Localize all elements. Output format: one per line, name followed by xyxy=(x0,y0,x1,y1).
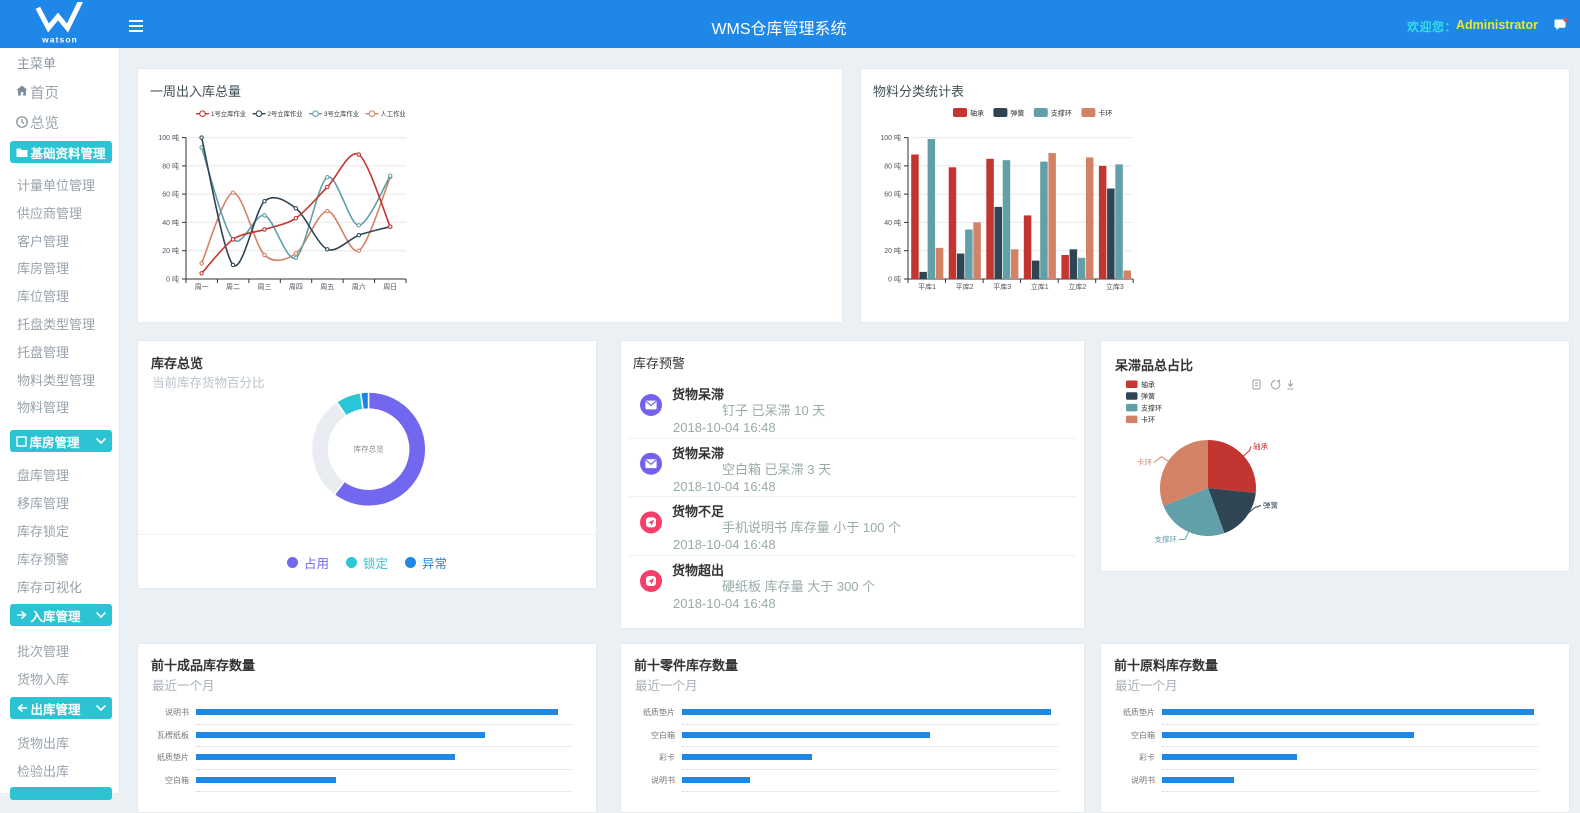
svg-text:100 吨: 100 吨 xyxy=(880,133,901,142)
svg-text:立库3: 立库3 xyxy=(1106,282,1124,291)
svg-text:平库1: 平库1 xyxy=(918,282,936,291)
svg-text:卡环: 卡环 xyxy=(1141,415,1155,424)
svg-text:80 吨: 80 吨 xyxy=(884,161,901,170)
svg-text:人工作业: 人工作业 xyxy=(381,109,406,118)
svg-text:卡环: 卡环 xyxy=(1137,457,1153,467)
svg-text:轴承: 轴承 xyxy=(1253,441,1269,451)
svg-text:60 吨: 60 吨 xyxy=(162,190,179,199)
svg-text:40 吨: 40 吨 xyxy=(162,218,179,227)
svg-text:平库3: 平库3 xyxy=(993,282,1011,291)
svg-text:周三: 周三 xyxy=(258,283,272,291)
svg-text:弹簧: 弹簧 xyxy=(1010,109,1024,118)
svg-text:20 吨: 20 吨 xyxy=(162,246,179,255)
svg-text:60 吨: 60 吨 xyxy=(884,190,901,199)
svg-text:2号立库作业: 2号立库作业 xyxy=(268,109,303,118)
svg-text:3号立库作业: 3号立库作业 xyxy=(324,109,359,118)
svg-text:支撑环: 支撑环 xyxy=(1141,403,1162,412)
svg-text:周日: 周日 xyxy=(383,283,397,291)
svg-text:支撑环: 支撑环 xyxy=(1051,109,1072,118)
svg-text:20 吨: 20 吨 xyxy=(884,246,901,255)
svg-text:40 吨: 40 吨 xyxy=(884,218,901,227)
svg-text:支撑环: 支撑环 xyxy=(1155,534,1178,544)
svg-text:周四: 周四 xyxy=(289,283,303,291)
svg-text:卡环: 卡环 xyxy=(1098,109,1112,118)
svg-text:立库2: 立库2 xyxy=(1068,282,1086,291)
svg-text:周二: 周二 xyxy=(226,283,240,291)
svg-text:周五: 周五 xyxy=(320,283,334,291)
svg-text:轴承: 轴承 xyxy=(1141,380,1155,389)
svg-text:立库1: 立库1 xyxy=(1031,282,1049,291)
svg-text:0 吨: 0 吨 xyxy=(888,275,901,284)
svg-text:物料分类统计表: 物料分类统计表 xyxy=(873,84,964,99)
svg-text:弹簧: 弹簧 xyxy=(1263,500,1279,510)
svg-text:1号立库作业: 1号立库作业 xyxy=(211,109,246,118)
svg-text:watson: watson xyxy=(41,35,78,45)
svg-text:周六: 周六 xyxy=(352,282,366,291)
svg-text:轴承: 轴承 xyxy=(970,109,984,118)
svg-text:100 吨: 100 吨 xyxy=(158,133,179,142)
svg-text:0 吨: 0 吨 xyxy=(166,275,179,284)
svg-text:80 吨: 80 吨 xyxy=(162,161,179,170)
svg-text:周一: 周一 xyxy=(195,283,209,291)
svg-text:库存总览: 库存总览 xyxy=(354,444,384,454)
svg-text:弹簧: 弹簧 xyxy=(1141,392,1155,401)
svg-text:平库2: 平库2 xyxy=(956,282,974,291)
svg-text:一周出入库总量: 一周出入库总量 xyxy=(150,84,241,99)
